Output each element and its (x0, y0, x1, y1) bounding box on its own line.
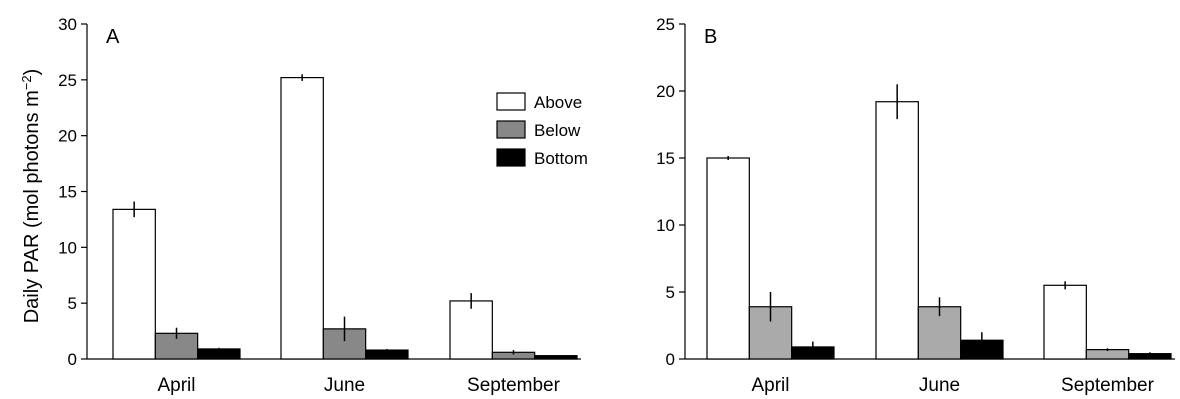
y-tick-label: 20 (656, 82, 675, 101)
x-category-label: April (157, 375, 195, 396)
bar-bottom (197, 348, 241, 360)
bar-above (875, 101, 919, 360)
bar-bottom (365, 349, 409, 360)
panel-b: 0 5 10 15 20 25 B April June September (656, 15, 1175, 396)
legend-swatch-bottom (496, 148, 526, 167)
legend-label-bottom: Bottom (534, 149, 588, 168)
y-axis-label: Daily PAR (mol photons m−2) (19, 69, 43, 324)
y-tick-label: 25 (58, 71, 77, 90)
y-tick-label: 10 (58, 238, 77, 257)
bar-above (280, 76, 324, 360)
y-tick-label: 15 (58, 183, 77, 202)
bar-above (112, 208, 156, 360)
y-tick-label: 5 (68, 294, 77, 313)
x-category-label: September (467, 375, 561, 396)
y-axis-label-superscript: −2 (19, 75, 34, 90)
y-tick-label: 15 (656, 149, 675, 168)
y-tick-label: 20 (58, 127, 77, 146)
y-tick-label: 30 (58, 15, 77, 34)
panel-label: B (704, 26, 717, 48)
bar-above (449, 300, 493, 360)
panel-label: A (106, 26, 120, 48)
y-tick-label: 25 (656, 15, 675, 34)
bar-above (1043, 284, 1087, 360)
y-axis-label-main: Daily PAR (mol photons m (21, 90, 43, 323)
bar-above (706, 157, 750, 360)
panel-a: 0 5 10 15 20 25 30 A April June September (58, 15, 581, 396)
legend: Above Below Bottom (496, 92, 588, 168)
y-axis-label-close: ) (21, 69, 43, 76)
x-category-label: September (1061, 375, 1155, 396)
bar-below (1085, 349, 1130, 360)
x-category-label: June (919, 375, 960, 396)
legend-label-above: Above (534, 93, 582, 112)
x-category-label: April (751, 375, 789, 396)
y-tick-label: 5 (666, 283, 675, 302)
legend-swatch-below (496, 120, 526, 139)
legend-swatch-above (496, 92, 526, 111)
bar-below (322, 328, 367, 360)
x-category-label: June (324, 375, 365, 396)
y-tick-label: 0 (68, 350, 77, 369)
legend-label-below: Below (534, 121, 581, 140)
y-tick-label: 10 (656, 216, 675, 235)
y-tick-label: 0 (666, 350, 675, 369)
